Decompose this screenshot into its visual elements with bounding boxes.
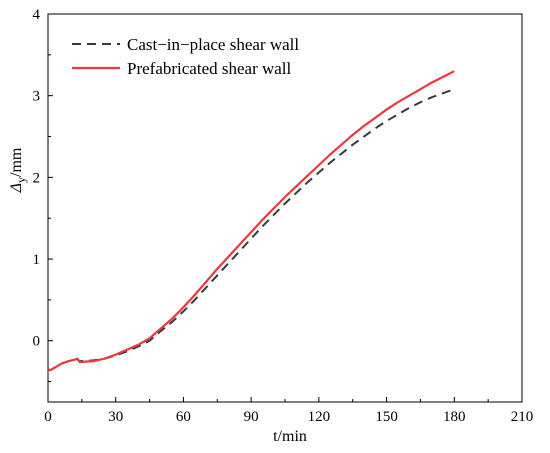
x-tick-label-3: 90 (244, 409, 259, 425)
x-tick-label-2: 60 (176, 409, 191, 425)
series-line-1 (47, 70, 455, 372)
x-tick-label-1: 30 (108, 409, 123, 425)
axes: 0 30 60 90 120 150 180 210 0 1 2 3 4 (33, 7, 534, 425)
legend-label-0: Cast−in−place shear wall (127, 35, 299, 54)
series-line-0 (47, 88, 455, 372)
x-tick-label-4: 120 (308, 409, 331, 425)
x-tick-label-0: 0 (44, 409, 52, 425)
plot-area (47, 70, 455, 372)
y-tick-label-2: 2 (33, 170, 41, 186)
x-tick-label-7: 210 (511, 409, 534, 425)
legend: Cast−in−place shear wall Prefabricated sh… (72, 35, 299, 78)
legend-label-1: Prefabricated shear wall (127, 59, 292, 78)
y-axis-label: Δy/mm (8, 147, 28, 193)
x-axis-label: t/min (273, 428, 307, 445)
x-tick-label-6: 180 (443, 409, 466, 425)
y-axis-label-unit: /mm (8, 147, 25, 177)
y-tick-label-0: 0 (33, 334, 41, 350)
y-tick-label-3: 3 (33, 89, 41, 105)
y-axis-label-sub: y (14, 177, 28, 183)
x-tick-label-5: 150 (375, 409, 398, 425)
y-axis-label-main: Δ (8, 183, 25, 193)
y-tick-label-4: 4 (33, 7, 41, 23)
y-tick-label-1: 1 (33, 252, 41, 268)
